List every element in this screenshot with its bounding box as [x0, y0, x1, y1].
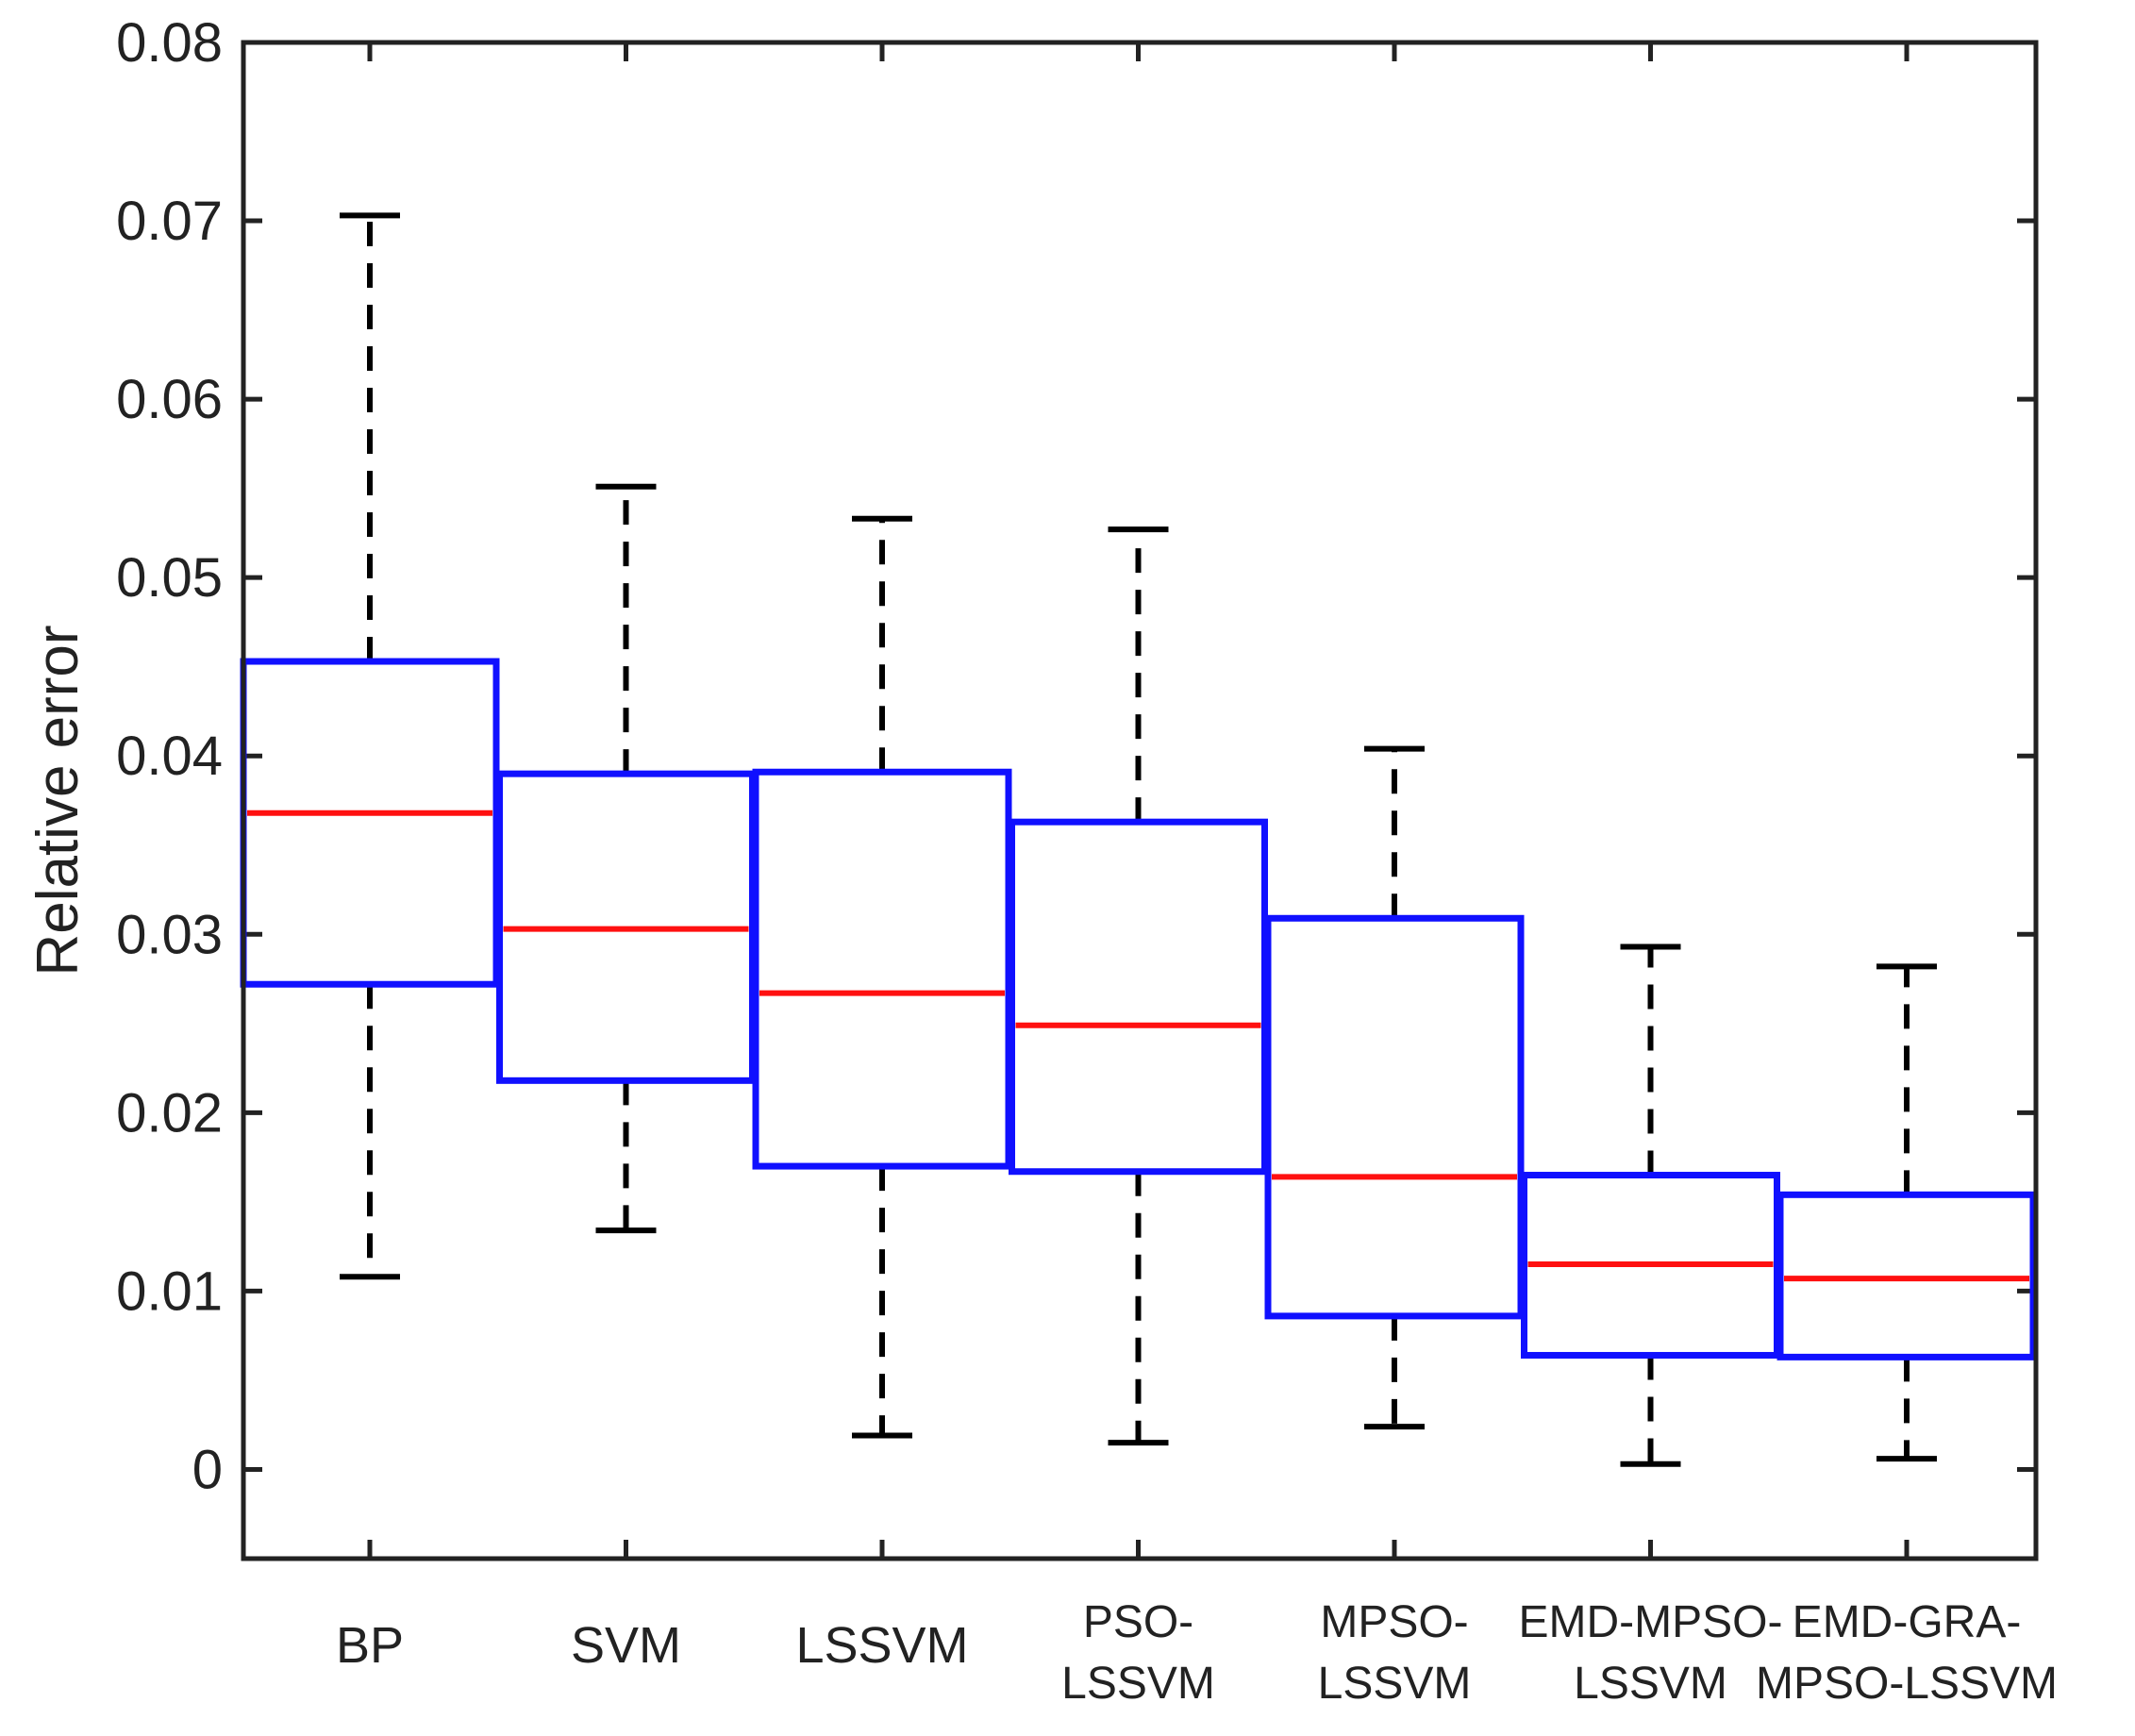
y-axis-title: Relative error [25, 625, 91, 976]
box-series [240, 212, 2037, 1467]
x-axis-category-labels: BP SVM LSSVM PSO-LSSVMMPSO-LSSVMEMD-MPSO-LS… [336, 1597, 2058, 1709]
x-category-label: LSSVM [795, 1617, 968, 1674]
y-tick-label: 0.07 [116, 191, 223, 252]
y-tick-label: 0.03 [116, 904, 223, 965]
box-iqr [1776, 1191, 2037, 1360]
x-category-label-line: PSO- [1083, 1597, 1193, 1647]
y-axis-tick-labels: 0 0.01 0.02 0.03 0.04 0.05 0.06 0.07 0.08 [116, 12, 223, 1500]
x-category-label-line: MPSO- [1320, 1597, 1468, 1647]
box-group-3 [1009, 526, 1268, 1446]
x-category-label: SVM [571, 1617, 681, 1674]
box-iqr [1264, 914, 1525, 1320]
y-tick-label: 0.04 [116, 726, 223, 787]
box-group-6 [1776, 963, 2037, 1462]
y-tick-label: 0.08 [116, 12, 223, 74]
y-tick-label: 0.05 [116, 547, 223, 609]
box-group-4 [1264, 745, 1525, 1430]
x-category-label-line: LSSVM [1574, 1659, 1727, 1709]
y-tick-label: 0.02 [116, 1082, 223, 1143]
plot-frame [241, 40, 2039, 1561]
x-category-label-line: LSSVM [1061, 1659, 1215, 1709]
x-category-label: BP [336, 1617, 404, 1674]
x-category-label-line: MPSO-LSSVM [1756, 1659, 2058, 1709]
x-category-label-line: LSSVM [1318, 1659, 1472, 1709]
x-category-label-line: EMD-GRA- [1793, 1597, 2022, 1647]
x-category-label-line: EMD-MPSO- [1519, 1597, 1783, 1647]
y-tick-label: 0.01 [116, 1260, 223, 1322]
y-tick-label: 0.06 [116, 369, 223, 430]
y-tick-label: 0 [192, 1439, 223, 1500]
